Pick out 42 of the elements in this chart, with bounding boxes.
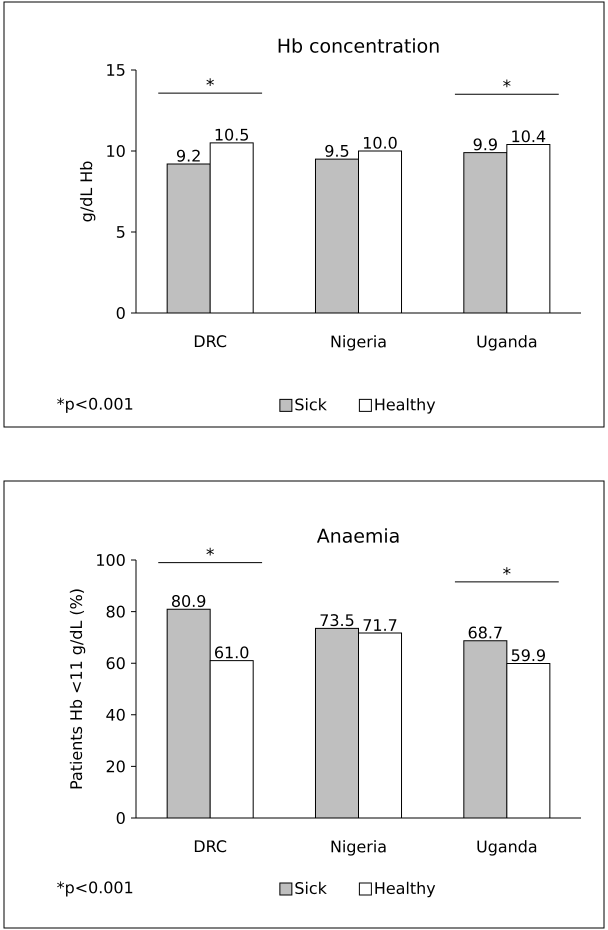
y-tick-label: 5 — [116, 226, 124, 238]
x-tick-label: Nigeria — [332, 335, 386, 351]
legend-label: Sick — [295, 882, 327, 894]
x-tick-label: Uganda — [477, 335, 536, 351]
chart-title: Hb concentration — [278, 38, 439, 53]
y-tick-label: 40 — [106, 708, 125, 721]
y-axis-title: Patients Hb <11 g/dL (%) — [70, 589, 86, 788]
x-tick-label: Uganda — [477, 840, 536, 856]
text: *p<0.001 — [57, 881, 132, 897]
data-label: 71.7 — [364, 619, 396, 631]
annotation: * — [503, 567, 511, 575]
data-label: 9.9 — [474, 138, 497, 150]
annotation: * — [206, 78, 214, 86]
legend-label: Healthy — [375, 398, 436, 414]
legend-label: Healthy — [375, 882, 436, 898]
y-tick-label: 20 — [106, 760, 125, 772]
y-tick-label: 0 — [116, 306, 125, 320]
data-label: 10.4 — [512, 130, 546, 142]
data-label: 68.7 — [468, 626, 502, 639]
y-axis-title: g/dL Hb — [80, 162, 96, 222]
data-label: 9.2 — [176, 150, 200, 162]
data-label: 10.5 — [216, 128, 248, 141]
data-label: 61.0 — [215, 646, 248, 658]
data-label: 80.9 — [172, 595, 206, 608]
text: *p<0.001 — [57, 398, 132, 413]
y-tick-label: 10 — [107, 144, 125, 158]
data-label: 59.9 — [512, 649, 545, 662]
chart-title: Anaemia — [316, 528, 399, 543]
x-tick-label: DRC — [194, 840, 226, 852]
y-tick-label: 100 — [97, 554, 125, 566]
text: * — [206, 548, 214, 556]
data-label: 9.5 — [325, 144, 348, 157]
data-label: 73.5 — [320, 614, 354, 626]
legend-label: Sick — [295, 398, 327, 410]
y-tick-label: 0 — [116, 812, 125, 824]
y-tick-label: 80 — [106, 606, 125, 618]
y-tick-label: 60 — [106, 657, 125, 670]
y-tick-label: 15 — [107, 64, 124, 76]
data-label: 10.0 — [364, 136, 397, 149]
x-tick-label: Nigeria — [332, 840, 386, 856]
x-tick-label: DRC — [194, 335, 226, 348]
annotation: * — [503, 80, 511, 88]
